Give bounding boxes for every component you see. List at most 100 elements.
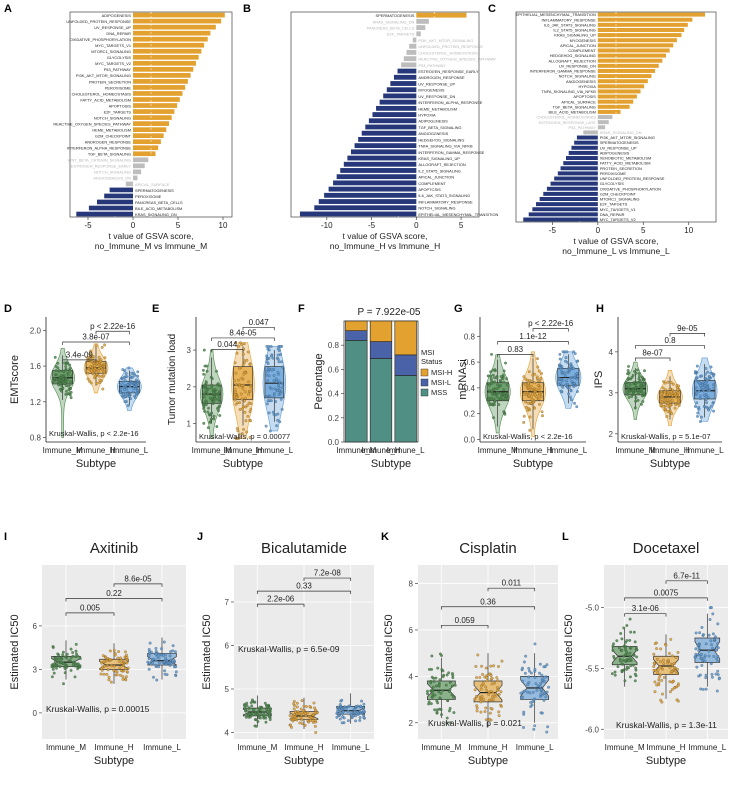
data-point [359,704,362,708]
data-point [619,632,623,635]
data-point [243,390,247,394]
data-point [479,687,483,691]
y-tick-label: -6.0 [585,725,599,734]
data-point [494,692,498,696]
bar [379,99,417,105]
stacked-segment [394,354,417,376]
data-point [105,672,109,676]
data-point [51,662,55,666]
data-point [54,664,58,667]
x-axis-label: t value of GSVA score, [109,231,194,241]
data-point [453,683,457,687]
data-point [119,391,122,394]
data-point [278,392,282,395]
data-point [433,708,437,712]
data-point [489,706,493,710]
bar [416,12,467,18]
data-point [502,410,506,414]
y-tick-label: 1 [187,420,192,429]
data-point [712,409,715,413]
panel-letter-g: G [454,303,463,315]
bar [133,60,196,66]
data-point [668,665,672,669]
data-point [695,392,698,396]
data-point [540,711,544,715]
data-point [204,380,208,384]
comparison-bracket [487,587,536,592]
data-point [292,699,296,703]
data-point [279,353,282,356]
data-point [631,392,635,395]
data-point [276,353,280,357]
data-point [210,411,214,415]
data-point [439,652,442,656]
data-point [496,383,500,387]
x-tick-label: -10 [321,221,333,230]
data-point [245,404,249,407]
data-point [523,660,526,664]
data-point [694,389,697,393]
data-point [659,395,663,399]
data-point [244,708,248,712]
data-point [641,394,644,398]
panel-letter-e: E [152,303,159,315]
data-point [531,392,534,396]
data-point [234,402,238,406]
data-point [243,399,246,403]
data-point [303,723,307,727]
y-tick-label: 2 [187,383,192,392]
data-point [164,653,168,656]
data-point [298,712,301,716]
data-point [485,679,489,683]
kruskal-wallis-label: Kruskal-Wallis, p = 1.3e-11 [616,720,717,730]
data-point [288,714,292,717]
data-point [274,400,278,403]
data-point [475,704,479,708]
chart-title: P = 7.922e-05 [358,307,421,318]
data-point [430,654,434,658]
data-point [61,650,65,654]
chart-title: Axitinib [90,540,138,557]
bar [133,18,222,24]
data-point [433,693,437,697]
data-point [52,671,56,675]
data-point [50,675,54,679]
data-point [268,429,272,433]
data-point [652,665,656,668]
data-point [234,341,238,345]
data-point [449,721,453,725]
data-point [568,368,572,372]
data-point [58,665,62,668]
bar-label: BILE_ACID_METABOLISM [549,110,596,115]
bar [393,74,417,80]
bar-label: APICAL_SURFACE [561,99,596,104]
data-point [499,690,503,694]
data-point [612,642,615,646]
data-point [523,671,527,675]
data-point [206,392,210,396]
data-point [677,384,681,388]
bar [133,157,149,163]
data-point [634,399,638,403]
data-point [208,412,211,416]
y-tick-label: 6 [225,641,230,650]
data-point [700,652,703,656]
data-point [255,724,259,728]
data-point [566,360,570,364]
bar-label: SPERMATOGENESIS [600,140,639,145]
legend-swatch [420,368,429,377]
data-point [432,676,436,680]
data-point [626,372,629,376]
data-point [202,392,206,396]
data-point [267,715,271,719]
bar-label: MYC_TARGETS_V1 [600,207,636,212]
bar [597,38,677,43]
data-point [671,382,675,386]
bar [528,212,598,217]
data-point [212,395,216,399]
data-point [100,375,104,378]
bar-label: HEDGEHOG_SIGNALING [550,53,596,58]
bar-label: HYPOXIA [579,84,597,89]
data-point [217,398,221,402]
data-point [267,411,271,415]
